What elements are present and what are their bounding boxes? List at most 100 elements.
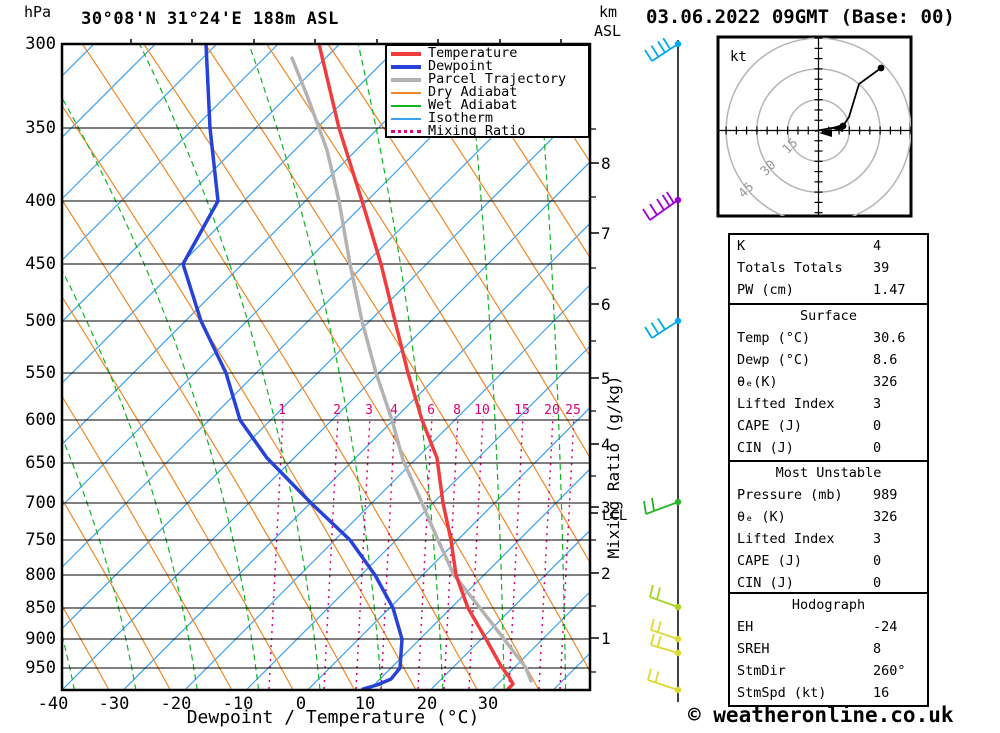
isotherm-line — [307, 406, 590, 690]
pressure-unit-label: hPa — [24, 3, 52, 21]
stats-row: SREH 8 — [730, 638, 927, 660]
stats-row: StmDir 260° — [730, 660, 927, 682]
altitude-unit-asl-label: ASL — [594, 22, 622, 40]
legend-swatch-thin — [391, 117, 421, 120]
plot-area: 1 2 3 4 6 8 10 15 20 25 — [62, 44, 590, 690]
stats-row: StmSpd (kt) 16 — [730, 682, 927, 704]
stats-row-value: 0 — [873, 553, 882, 569]
legend-item-label: Mixing Ratio — [428, 123, 526, 139]
stats-row-label: Lifted Index — [737, 531, 835, 547]
legend-swatch-solid — [391, 77, 421, 82]
stats-row: Totals Totals 39 — [730, 257, 927, 279]
series-dewpoint — [181, 44, 404, 690]
legend-swatch-dotted — [391, 130, 421, 133]
stats-row-value: 3 — [873, 396, 882, 412]
stats-row-value: 0 — [873, 440, 882, 456]
legend-swatch-thin — [391, 91, 421, 94]
pressure-tick-label: 700 — [25, 493, 56, 513]
series-temperature — [317, 44, 515, 690]
temperature-tick-label: 20 — [416, 694, 438, 714]
legend-item-label: Isotherm — [428, 110, 494, 126]
stats-row: EH -24 — [730, 616, 927, 638]
km-tick-label: 3 — [601, 498, 611, 517]
pressure-tick-label: 850 — [25, 598, 56, 618]
pressure-tick-label: 550 — [25, 363, 56, 383]
isotherm-line — [62, 44, 586, 569]
km-tick-label: 8 — [601, 154, 611, 173]
temperature-tick-label: -20 — [160, 694, 192, 714]
stats-row-label: Totals Totals — [737, 260, 843, 276]
stats-row-value: 3 — [873, 531, 882, 547]
legend-item: Mixing Ratio — [391, 123, 588, 139]
wind-barb — [644, 37, 682, 62]
km-tick-label: 4 — [601, 435, 611, 454]
mixing-ratio-value-label: 6 — [427, 403, 435, 418]
station-title: 30°08'N 31°24'E 188m ASL — [81, 9, 339, 29]
legend-item-label: Wet Adiabat — [428, 97, 518, 113]
stats-row-value: 0 — [873, 418, 882, 434]
legend-item: Temperature — [391, 45, 588, 61]
mixing-ratio-line — [268, 415, 284, 690]
wind-barb — [649, 584, 682, 611]
dry-adiabat-line — [388, 44, 590, 358]
temperature-tick-label: 0 — [295, 694, 307, 714]
stats-row-label: CAPE (J) — [737, 418, 803, 434]
dry-adiabat-line — [204, 44, 590, 673]
stats-row-value: 4 — [873, 238, 882, 254]
stats-row-label: StmDir — [737, 663, 786, 679]
wind-barb — [650, 633, 682, 657]
dry-adiabat-line — [62, 498, 171, 690]
temperature-tick-label: -10 — [222, 694, 254, 714]
stats-row: CAPE (J) 0 — [730, 415, 927, 437]
stats-section-hodograph: Hodograph EH -24 SREH 8 StmDir 260° StmSpd (kt)… — [730, 592, 927, 705]
stats-row-label: SREH — [737, 641, 770, 657]
x-axis-label: Dewpoint / Temperature (°C) — [186, 707, 480, 728]
isotherm-line — [62, 44, 279, 262]
stats-row-label: EH — [737, 619, 754, 635]
legend-swatch-thin — [391, 104, 421, 107]
pressure-tick-label: 900 — [25, 629, 56, 649]
stats-row: Temp (°C) 30.6 — [730, 327, 927, 349]
mixing-ratio-value-label: 3 — [365, 403, 373, 418]
mixing-ratio-value-label: 25 — [565, 403, 581, 418]
km-tick-label: 2 — [601, 564, 611, 583]
isotherm-line — [62, 44, 218, 200]
stats-row: CAPE (J) 0 — [730, 550, 927, 572]
legend-item: Isotherm — [391, 110, 588, 126]
wet-adiabat-line — [248, 44, 382, 690]
wind-barb — [644, 317, 682, 339]
stats-row-label: StmSpd (kt) — [737, 685, 827, 701]
stats-section-title: Most Unstable — [775, 465, 882, 481]
wet-adiabat-line — [357, 44, 444, 690]
stats-row-value: 326 — [873, 374, 898, 390]
stats-row-label: PW (cm) — [737, 282, 794, 298]
stats-section-title: Surface — [800, 308, 857, 324]
run-date-label: 03.06.2022 09GMT (Base: 00) — [646, 6, 955, 28]
legend-swatch-solid — [391, 64, 421, 69]
stats-row: Lifted Index 3 — [730, 393, 927, 415]
legend-box: Temperature Dewpoint Parcel Trajectory Dry … — [385, 44, 590, 138]
stats-row-label: Dewp (°C) — [737, 352, 811, 368]
pressure-tick-label: 800 — [25, 565, 56, 585]
dry-adiabat-line — [450, 44, 590, 259]
stats-row-value: 326 — [873, 509, 898, 525]
legend-item-label: Dry Adiabat — [428, 84, 518, 100]
stats-row: PW (cm) 1.47 — [730, 279, 927, 301]
stats-row-value: 8.6 — [873, 352, 898, 368]
temperature-tick-label: -30 — [98, 694, 130, 714]
pressure-tick-label: 300 — [25, 34, 56, 54]
series-parcel-trajectory — [290, 56, 533, 683]
altitude-unit-km-label: km — [599, 3, 618, 21]
stats-row-label: CAPE (J) — [737, 553, 803, 569]
isotherm-line — [62, 161, 590, 690]
stats-row-label: Lifted Index — [737, 396, 835, 412]
temperature-tick-label: -40 — [37, 694, 69, 714]
hodograph-trace-dot — [877, 64, 885, 72]
dry-adiabat-line — [511, 44, 590, 164]
mixing-ratio-value-label: 15 — [514, 403, 530, 418]
legend-item: Parcel Trajectory — [391, 72, 588, 86]
legend-item-label: Temperature — [428, 45, 518, 61]
hodograph-arrow-marker — [830, 124, 843, 132]
